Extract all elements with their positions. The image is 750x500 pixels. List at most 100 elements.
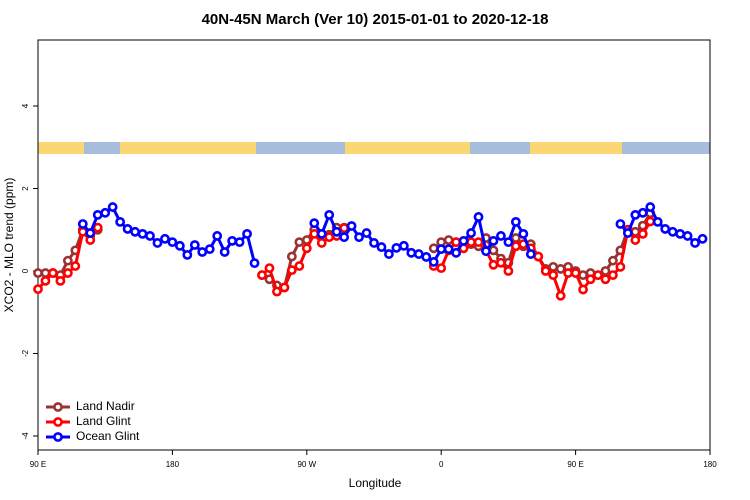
data-point [55,275,66,286]
data-point [503,266,514,276]
data-point [637,228,648,239]
data-point [518,228,529,239]
data-point [645,202,656,212]
data-point [197,247,208,257]
data-point [77,219,88,229]
data-point [62,268,73,278]
data-point [458,235,469,246]
land-strip [38,142,84,154]
y-tick-label: 0 [21,268,30,273]
data-point [316,228,327,239]
data-point [570,268,581,278]
data-point [33,284,43,295]
data-point [48,268,58,278]
data-point [443,244,454,255]
data-point [473,212,484,222]
x-tick-label: 180 [703,460,717,469]
data-point [204,244,215,255]
data-point [264,263,275,273]
data-point [690,238,700,248]
legend-marker [53,402,63,412]
data-point [257,270,267,281]
y-tick-label: 2 [21,186,30,191]
x-tick-label: 180 [166,460,180,469]
data-point [630,209,641,220]
data-point [152,238,163,248]
data-point [294,237,305,248]
data-point [496,231,506,241]
data-point [115,217,126,227]
data-point [361,228,372,238]
x-tick-label: 90 W [297,460,316,469]
data-point [488,245,499,256]
data-point [555,264,566,274]
data-point [503,237,514,248]
x-tick-label: 90 E [30,460,46,469]
data-point [510,241,521,252]
data-point [309,228,320,239]
legend-label: Ocean Glint [76,429,140,443]
data-point [600,266,611,276]
data-point [473,237,484,248]
data-point [398,240,409,251]
data-point [578,270,588,281]
data-point [608,255,618,266]
data-point [309,218,320,229]
data-point [675,228,686,239]
data-point [92,222,103,233]
data-point [555,290,566,301]
data-point [137,228,148,239]
data-point [189,240,200,250]
land-strip [120,142,256,154]
data-point [600,274,611,285]
data-point [533,251,544,262]
data-point [182,249,193,260]
data-point [92,209,103,220]
data-point [637,207,648,218]
data-point [324,209,335,220]
legend-marker [53,417,63,427]
data-point [548,261,559,272]
land-strip [530,142,622,154]
data-point [488,259,499,270]
data-point [466,228,476,238]
data-point [451,247,462,258]
data-point [294,261,305,271]
data-point [660,224,671,234]
data-point [622,228,633,238]
data-point [324,232,335,243]
data-point [331,226,342,237]
data-point [301,243,312,254]
x-tick-label: 90 E [567,460,583,469]
land-strip [345,142,470,154]
data-point [40,275,51,286]
legend-marker [53,432,63,442]
data-point [578,284,588,295]
data-point [100,207,111,218]
data-point [33,268,43,278]
data-point [212,231,223,241]
y-tick-label: 4 [21,103,30,108]
data-point [234,237,245,248]
data-point [563,268,574,278]
data-point [548,270,559,281]
data-point [682,231,693,241]
data-point [286,265,297,276]
data-point [339,232,350,243]
data-point [219,247,230,257]
data-point [496,257,506,268]
data-point [615,261,626,272]
y-tick-label: -2 [21,349,30,357]
data-point [40,268,51,278]
data-point [130,226,140,237]
data-point [227,235,238,246]
data-point [585,274,596,285]
data-point [645,216,656,227]
data-point [413,249,424,259]
chart-title: 40N-45N March (Ver 10) 2015-01-01 to 202… [202,11,549,28]
data-point [436,263,447,273]
data-point [272,286,282,297]
data-point [608,270,618,281]
data-point [346,221,357,231]
